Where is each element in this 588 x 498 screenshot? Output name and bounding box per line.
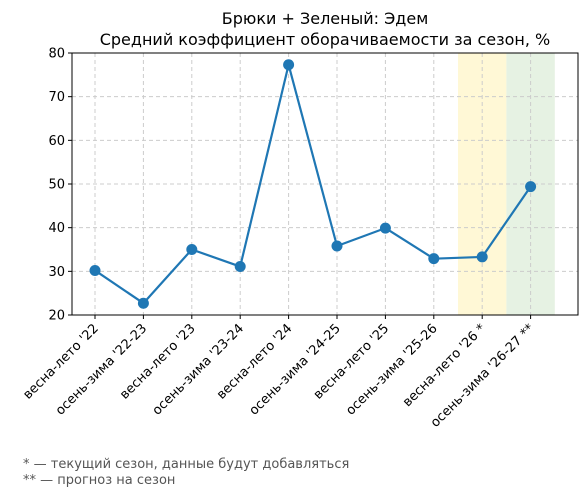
y-tick-label-1: 30 xyxy=(48,265,65,280)
y-tick-label-6: 80 xyxy=(48,47,65,62)
y-tick-label-5: 70 xyxy=(48,90,65,105)
footnote-forecast: ** — прогноз на сезон xyxy=(23,473,176,488)
chart-title: Брюки + Зеленый: Эдем xyxy=(222,9,429,28)
data-point-1 xyxy=(137,297,149,309)
y-tick-label-0: 20 xyxy=(48,309,65,324)
data-point-9 xyxy=(525,181,537,193)
y-tick-label-4: 60 xyxy=(48,134,65,149)
y-axis: 20 30 40 50 60 70 80 xyxy=(48,47,72,324)
data-point-2 xyxy=(186,244,198,255)
data-point-5 xyxy=(331,240,343,252)
data-point-0 xyxy=(89,264,101,276)
x-tick-label-8: весна-лето '26 * xyxy=(400,321,489,410)
series-line xyxy=(89,59,537,309)
chart-subtitle: Средний коэффициент оборачиваемости за с… xyxy=(100,30,551,49)
data-point-7 xyxy=(428,253,440,265)
y-tick-label-2: 40 xyxy=(48,221,65,236)
data-point-6 xyxy=(379,222,391,234)
x-tick-label-7: осень-зима '25-26 xyxy=(343,321,440,418)
x-tick-label-5: осень-зима '24-25 xyxy=(247,321,344,418)
series-polyline xyxy=(94,63,532,305)
footnote-current-season: * — текущий сезон, данные будут добавлят… xyxy=(23,457,350,472)
x-tick-label-1: осень-зима '22-23 xyxy=(53,321,150,418)
data-point-3 xyxy=(234,261,246,273)
x-tick-label-3: осень-зима '23-24 xyxy=(150,321,247,418)
data-point-4 xyxy=(283,59,295,71)
data-point-8 xyxy=(476,251,488,263)
y-tick-label-3: 50 xyxy=(48,178,65,193)
